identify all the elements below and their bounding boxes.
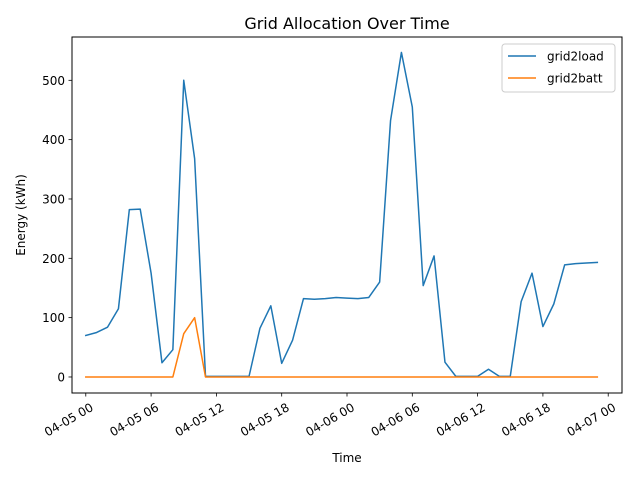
y-tick-label: 200 xyxy=(42,252,65,266)
y-tick-label: 400 xyxy=(42,133,65,147)
y-tick-label: 500 xyxy=(42,74,65,88)
y-tick-label: 300 xyxy=(42,192,65,206)
chart-title: Grid Allocation Over Time xyxy=(244,14,449,33)
legend: grid2load grid2batt xyxy=(501,43,616,93)
series-line-grid2batt xyxy=(85,316,599,378)
y-axis-label: Energy (kWh) xyxy=(14,174,28,256)
y-tick-label: 0 xyxy=(57,370,65,384)
series-line-grid2load xyxy=(84,51,599,378)
x-axis-label: Time xyxy=(331,451,361,465)
legend-label-grid2load: grid2load xyxy=(547,50,604,64)
series-layer xyxy=(84,51,599,378)
y-tick-label: 100 xyxy=(42,311,65,325)
legend-label-grid2batt: grid2batt xyxy=(547,72,603,86)
